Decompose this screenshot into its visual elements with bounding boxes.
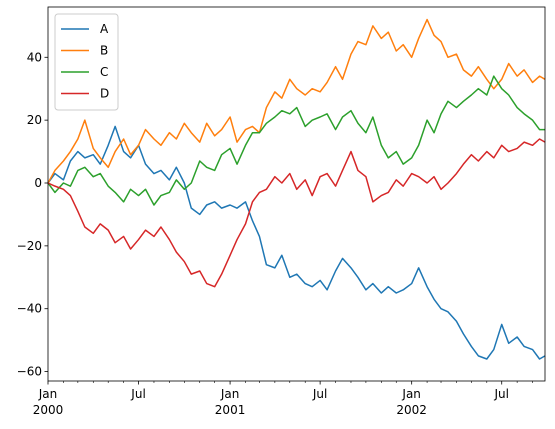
x-tick-label: Jul [312,387,327,401]
x-tick-label: Jan [220,387,240,401]
y-tick-label: −40 [17,302,42,316]
y-tick-label: 40 [27,50,42,64]
series-line-a [47,125,546,360]
series-line-c [47,75,545,206]
series-line-b [47,18,546,184]
x-axis: Jan 2000 Jul Jan 2001 Jul Jan 2002 Jul [33,381,533,417]
x-tick-label: Jan [401,387,421,401]
series-lines [47,18,546,360]
y-tick-label: 20 [27,113,42,127]
legend-label-d: D [100,87,109,101]
legend-label-b: B [100,44,108,58]
series-line-d [47,138,546,288]
x-tick-label: Jul [493,387,508,401]
x-tick-year-label: 2001 [215,403,246,417]
x-tick-year-label: 2002 [396,403,427,417]
y-axis: 40 20 0 −20 −40 −60 [17,50,48,379]
y-tick-label: −20 [17,239,42,253]
legend-label-a: A [100,22,109,36]
legend-box [54,13,119,111]
x-tick-label: Jul [130,387,145,401]
plot-frame [47,6,546,382]
y-tick-label: 0 [34,176,42,190]
legend-label-c: C [100,65,108,79]
x-tick-year-label: 2000 [33,403,64,417]
y-tick-label: −60 [17,365,42,379]
x-tick-label: Jan [38,387,58,401]
